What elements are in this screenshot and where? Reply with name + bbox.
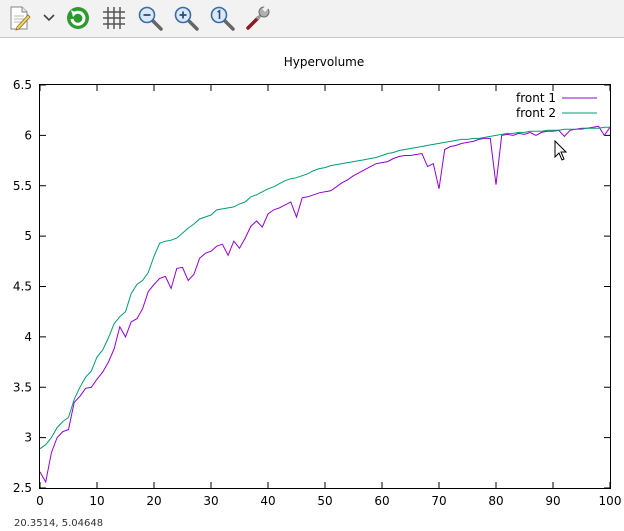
mouse-cursor-icon (554, 139, 568, 161)
replot-icon[interactable] (63, 3, 93, 33)
series-line-2 (39, 126, 610, 450)
y-tick-label: 2.5 (13, 481, 32, 495)
series-line-1 (39, 125, 611, 484)
y-tick-label: 3.5 (13, 380, 32, 394)
legend-label: front 2 (516, 106, 556, 120)
chart-title: Hypervolume (284, 55, 365, 69)
toolbar (0, 0, 624, 38)
y-tick-label: 3 (24, 431, 32, 445)
zoom-out-icon[interactable] (135, 3, 165, 33)
dropdown-arrow-icon[interactable] (38, 3, 60, 33)
x-tick-label: 20 (146, 494, 161, 508)
x-tick-label: 0 (36, 494, 44, 508)
x-tick-label: 60 (374, 494, 389, 508)
x-tick-label: 30 (203, 494, 218, 508)
y-tick-label: 6 (24, 128, 32, 142)
mouse-coordinates-readout: 20.3514, 5.04648 (14, 518, 104, 529)
x-tick-label: 70 (431, 494, 446, 508)
zoom-in-icon[interactable] (171, 3, 201, 33)
copy-to-clipboard-icon[interactable] (6, 3, 34, 33)
plot-canvas[interactable]: Hypervolume 2.5 3 3.5 4 4.5 5 5.5 6 6.5 0 10 20 30 4… (0, 38, 624, 527)
zoom-reset-icon[interactable] (207, 3, 237, 33)
y-tick-label: 4.5 (13, 280, 32, 294)
y-tick-label: 5.5 (13, 179, 32, 193)
x-tick-label: 50 (317, 494, 332, 508)
settings-wrench-icon[interactable] (243, 3, 273, 33)
y-tick-label: 5 (24, 229, 32, 243)
legend-label: front 1 (516, 91, 556, 105)
x-tick-label: 40 (260, 494, 275, 508)
plot-frame (39, 84, 611, 489)
x-tick-label: 100 (599, 494, 622, 508)
x-tick-label: 80 (488, 494, 503, 508)
x-tick-label: 90 (545, 494, 560, 508)
grid-icon[interactable] (99, 3, 129, 33)
x-tick-label: 10 (89, 494, 104, 508)
y-tick-label: 6.5 (13, 78, 32, 92)
y-tick-label: 4 (24, 330, 32, 344)
